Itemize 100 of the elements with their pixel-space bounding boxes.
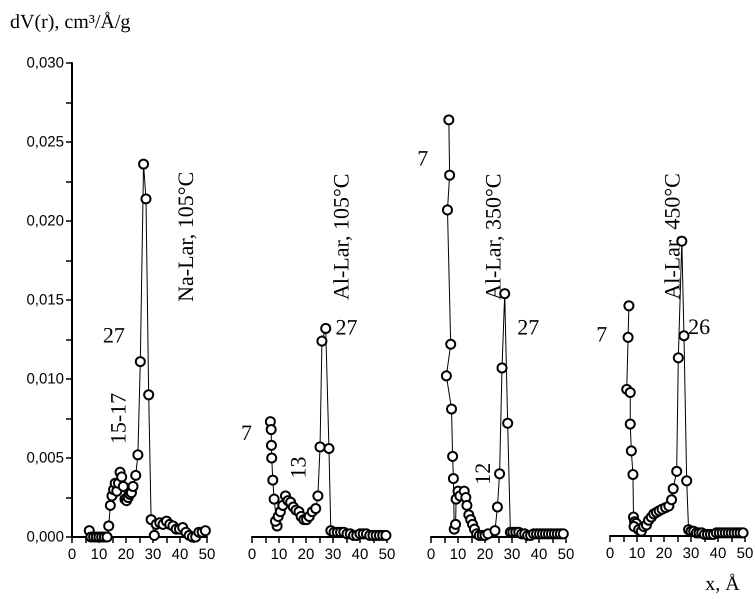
point <box>624 387 636 398</box>
point <box>623 300 634 312</box>
point <box>138 158 150 170</box>
point <box>267 474 278 486</box>
point <box>442 204 453 216</box>
x-tick-label: 50 <box>558 546 574 563</box>
x-tick-label: 10 <box>628 545 646 562</box>
annotation: Al-Lar, 350°C <box>480 174 506 300</box>
point <box>116 471 128 482</box>
x-tick-label: 40 <box>710 545 726 562</box>
x-axis-title: x, Å <box>705 573 740 595</box>
point <box>492 501 503 512</box>
point <box>323 443 334 454</box>
annotation: 15-17 <box>105 392 130 444</box>
y-tick-label: 0,005 <box>26 450 64 466</box>
point <box>104 500 116 511</box>
point <box>444 170 456 181</box>
x-tick-label: 0 <box>426 546 436 563</box>
point <box>448 473 459 484</box>
y-tick-label: 0,020 <box>26 212 64 230</box>
x-tick-label: 30 <box>144 546 162 563</box>
point <box>320 322 332 334</box>
point <box>103 520 114 532</box>
x-tick-label: 40 <box>530 546 548 563</box>
annotation: 26 <box>688 314 710 339</box>
point <box>310 503 322 514</box>
point <box>200 525 211 536</box>
point <box>143 389 154 400</box>
x-tick-label: 50 <box>198 546 216 563</box>
x-tick-label: 40 <box>352 546 368 563</box>
point <box>494 468 506 480</box>
point <box>316 336 328 347</box>
point <box>314 441 326 452</box>
annotation: Al-Lar, 105°C <box>328 174 354 300</box>
point <box>671 466 682 477</box>
x-tick-label: 20 <box>476 546 494 563</box>
x-tick-label: 40 <box>172 546 188 563</box>
point <box>130 470 142 481</box>
annotation: 7 <box>241 420 252 446</box>
point <box>668 483 679 494</box>
point <box>672 352 684 364</box>
point <box>446 404 458 415</box>
point <box>502 418 514 429</box>
x-tick-label: 50 <box>378 546 396 563</box>
x-tick-label: 10 <box>270 546 288 563</box>
point <box>678 330 690 342</box>
annotation: 27 <box>517 314 540 340</box>
y-tick-label: 0,025 <box>26 134 64 150</box>
y-tick-label: 0,015 <box>26 292 64 308</box>
point <box>450 518 462 530</box>
point <box>134 356 146 368</box>
text: 7 <box>417 145 428 170</box>
text: 7 <box>596 322 608 347</box>
annotation: Na-Lar, 105°C <box>172 172 198 302</box>
x-tick-label: 20 <box>656 545 672 562</box>
x-tick-label: 30 <box>324 546 342 563</box>
point <box>132 449 144 460</box>
x-tick-label: 20 <box>118 546 134 563</box>
point <box>445 338 456 350</box>
point <box>622 332 634 343</box>
y-tick-label: 0,010 <box>26 370 64 388</box>
y-axis-title: dV(r), cm³/Å/g <box>10 11 130 33</box>
point <box>268 494 280 505</box>
x-tick-label: 0 <box>606 545 614 562</box>
annotation: 12 <box>470 462 495 485</box>
point <box>738 527 749 538</box>
point <box>627 469 638 480</box>
point <box>118 480 129 492</box>
point <box>558 528 569 540</box>
point <box>461 500 472 511</box>
point <box>266 440 277 451</box>
x-tick-label: 30 <box>682 545 700 562</box>
point <box>266 424 277 436</box>
y-tick-label: 0,000 <box>26 528 64 546</box>
point <box>312 490 324 502</box>
x-tick-label: 20 <box>298 546 314 563</box>
x-tick-label: 0 <box>68 546 76 563</box>
y-tick-label: 0,030 <box>26 54 64 72</box>
x-tick-label: 10 <box>450 546 466 563</box>
annotation: 27 <box>336 314 358 340</box>
x-tick-label: 30 <box>504 546 520 563</box>
point <box>666 494 678 506</box>
annotation: 27 <box>102 322 125 348</box>
x-tick-label: 10 <box>90 546 108 563</box>
point <box>681 475 692 486</box>
point <box>128 480 139 492</box>
point <box>102 532 113 542</box>
point <box>266 452 278 464</box>
annotation: 13 <box>285 456 310 478</box>
point <box>626 445 637 456</box>
x-tick-label: 50 <box>736 545 754 562</box>
point <box>443 114 454 126</box>
point <box>140 193 152 204</box>
point <box>624 418 636 430</box>
point <box>148 530 160 541</box>
point <box>440 370 452 382</box>
point <box>490 525 500 536</box>
point <box>496 362 508 374</box>
x-tick-label: 0 <box>248 546 256 563</box>
point <box>447 450 458 462</box>
